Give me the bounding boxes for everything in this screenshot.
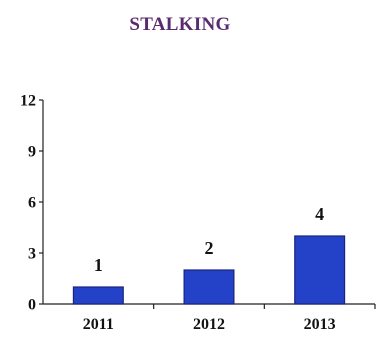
- y-tick-label: 3: [28, 246, 36, 263]
- x-tick-label: 2011: [83, 316, 114, 333]
- chart-title: STALKING: [129, 14, 230, 35]
- y-tick-label: 0: [28, 297, 36, 314]
- bar-2011: [72, 286, 124, 305]
- y-tick-label: 9: [28, 144, 36, 161]
- bar-2013: [294, 235, 346, 305]
- bars: [72, 235, 346, 305]
- y-axis: 0 3 6 9 12: [20, 93, 44, 314]
- x-axis: 2011 2012 2013: [43, 303, 376, 333]
- data-label: 1: [94, 255, 103, 275]
- y-tick-label: 12: [20, 93, 36, 110]
- x-tick-label: 2013: [304, 316, 336, 333]
- bar-2012: [183, 269, 235, 305]
- x-tick-label: 2012: [193, 316, 225, 333]
- y-tick-label: 6: [28, 195, 36, 212]
- data-label: 4: [315, 204, 324, 224]
- data-label: 2: [205, 238, 214, 258]
- data-labels: 1 2 4: [94, 204, 324, 275]
